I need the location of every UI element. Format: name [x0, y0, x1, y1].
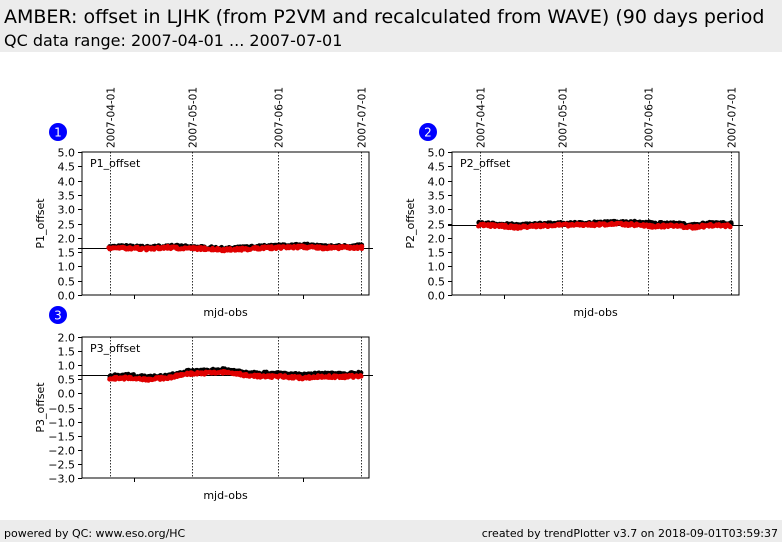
y-tick-label: −2.5 — [48, 459, 75, 472]
plot-frame — [81, 151, 370, 296]
panel-number-badge — [419, 123, 437, 141]
y-tick-label: 3.0 — [428, 204, 446, 217]
y-tick-label: 0.5 — [58, 374, 76, 387]
data-point — [302, 375, 308, 380]
y-axis-label: P2_offset — [404, 198, 417, 249]
data-point — [163, 245, 169, 250]
data-point — [504, 225, 510, 230]
y-tick-label: 2.5 — [428, 219, 446, 232]
date-tick-label: 2007-05-01 — [188, 87, 200, 148]
y-tick-label: 0.5 — [58, 276, 76, 289]
data-point — [728, 224, 733, 230]
y-tick-label: −3.0 — [48, 473, 75, 486]
y-tick-label: 1.0 — [428, 261, 446, 274]
data-point — [570, 222, 575, 228]
panel-number-label: 3 — [54, 309, 62, 323]
date-tick-label: 2007-04-01 — [476, 87, 488, 148]
panel-number-label: 1 — [54, 126, 62, 140]
report-footer: powered by QC: www.eso.org/HC created by… — [0, 520, 782, 542]
date-tick-label: 2007-06-01 — [644, 87, 656, 148]
data-point — [290, 245, 296, 251]
y-tick-label: 0.0 — [428, 290, 446, 303]
data-point — [246, 247, 252, 252]
data-point — [227, 246, 233, 251]
date-tick-label: 2007-07-01 — [357, 87, 369, 148]
y-tick-label: 3.0 — [58, 204, 76, 217]
panel-number-label: 2 — [424, 126, 432, 140]
y-tick-label: −0.5 — [48, 403, 75, 416]
x-axis-label: mjd-obs — [573, 306, 618, 319]
y-tick-label: 4.5 — [58, 161, 76, 174]
y-tick-label: 0.5 — [428, 276, 446, 289]
chart-panel-3: 2.01.51.00.50.0 −0.5−1.0−1.5−2.0−2.5−3.0 P… — [34, 306, 373, 502]
y-tick-label: 2.5 — [58, 219, 76, 232]
panel-number-badge — [49, 306, 67, 324]
y-tick-label: 1.5 — [58, 247, 76, 260]
y-tick-label: 5.0 — [58, 147, 76, 160]
report-header: AMBER: offset in LJHK (from P2VM and rec… — [0, 0, 782, 52]
data-point — [476, 223, 481, 229]
y-tick-label: 1.5 — [428, 247, 446, 260]
created-by-text: created by trendPlotter v3.7 on 2018-09-… — [481, 527, 778, 540]
x-axis-label: mjd-obs — [203, 306, 248, 319]
date-tick-label: 2007-05-01 — [558, 87, 570, 148]
date-range-subtitle: QC data range: 2007-04-01 ... 2007-07-01 — [4, 31, 343, 50]
powered-by-text: powered by QC: www.eso.org/HC — [4, 527, 186, 540]
data-point — [358, 373, 363, 379]
y-tick-label: 0.0 — [58, 388, 76, 401]
y-tick-label: −2.0 — [48, 445, 75, 458]
x-axis-label: mjd-obs — [203, 489, 248, 502]
data-point — [559, 222, 564, 228]
data-point — [512, 226, 517, 231]
data-point — [614, 222, 619, 227]
data-point — [359, 244, 365, 249]
y-axis-label: P1_offset — [34, 198, 47, 249]
y-tick-label: 5.0 — [428, 147, 446, 160]
data-point — [114, 375, 119, 381]
y-tick-label: 1.0 — [58, 360, 76, 373]
y-tick-label: 2.0 — [58, 233, 76, 246]
y-tick-label: 0.0 — [58, 290, 76, 303]
date-tick-label: 2007-07-01 — [727, 87, 739, 148]
y-axis-label: P3_offset — [34, 382, 47, 433]
chart-panel-1: 2007-04-01 2007-05-01 2007-06-01 2007-07-01… — [34, 87, 373, 319]
data-point — [349, 373, 355, 378]
series-legend-label: P3_offset — [90, 342, 141, 355]
date-tick-label: 2007-04-01 — [106, 87, 118, 148]
data-point — [139, 245, 145, 251]
y-tick-label: 3.5 — [428, 190, 446, 203]
y-tick-label: 1.0 — [58, 261, 76, 274]
data-point — [580, 223, 586, 228]
y-tick-label: 3.5 — [58, 190, 76, 203]
series-legend-label: P2_offset — [460, 157, 511, 170]
y-tick-label: 4.0 — [58, 176, 76, 189]
y-tick-label: 1.5 — [58, 346, 76, 359]
y-tick-label: 4.0 — [428, 176, 446, 189]
date-tick-label: 2007-06-01 — [274, 87, 286, 148]
plots-canvas: 2007-04-01 2007-05-01 2007-06-01 2007-07-01… — [34, 87, 743, 502]
y-tick-label: −1.5 — [48, 431, 75, 444]
y-tick-label: 4.5 — [428, 161, 446, 174]
y-tick-label: 2.0 — [58, 332, 76, 345]
y-tick-label: −1.0 — [48, 417, 75, 430]
page-title: AMBER: offset in LJHK (from P2VM and rec… — [4, 6, 765, 28]
data-point — [291, 376, 297, 381]
plot-frame — [81, 336, 370, 479]
chart-panel-2: 2007-04-01 2007-05-01 2007-06-01 2007-07-01… — [404, 87, 743, 319]
panel-number-badge — [49, 123, 67, 141]
series-legend-label: P1_offset — [90, 157, 141, 170]
y-tick-label: 2.0 — [428, 233, 446, 246]
